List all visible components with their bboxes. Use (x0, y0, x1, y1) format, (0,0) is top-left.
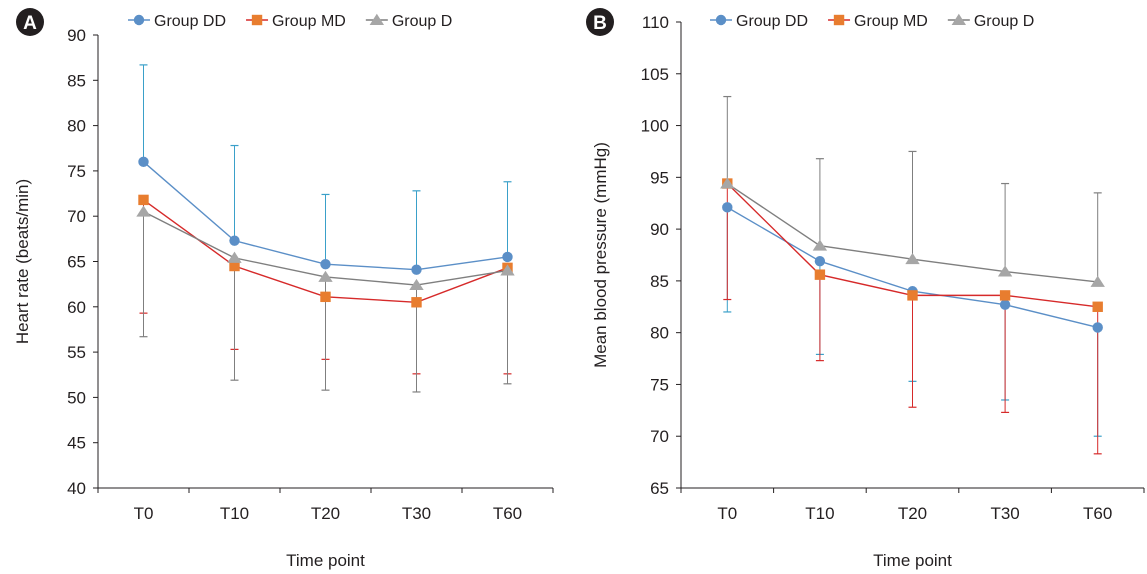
error-bars-group-dd (139, 64, 512, 270)
legend-label-group-md: Group MD (272, 13, 346, 30)
x-tick-label: T10 (805, 504, 834, 523)
data-point-group-d (905, 252, 920, 265)
legend-marker-group-md (251, 14, 263, 26)
data-point-group-d (227, 251, 242, 263)
data-point-group-d (1090, 275, 1105, 287)
x-tick-label: T60 (493, 504, 522, 523)
y-axis-label: Heart rate (beats/min) (13, 179, 32, 344)
data-point-group-dd (138, 156, 149, 168)
x-tick-label: T0 (717, 504, 737, 523)
data-point-group-d (997, 265, 1013, 277)
data-point-group-md (907, 290, 918, 301)
legend-label-group-dd: Group DD (154, 13, 226, 30)
legend-marker-group-dd (133, 14, 145, 26)
error-bars-group-d (723, 95, 1102, 282)
y-tick-label: 80 (67, 117, 86, 136)
data-point-group-md (999, 290, 1011, 301)
x-axis-label: Time point (873, 551, 952, 570)
legend: Group DD Group MD Group D (710, 13, 1034, 30)
x-tick-label: T30 (990, 504, 1019, 523)
x-tick-label: T60 (1083, 504, 1112, 523)
data-point-group-md (814, 269, 826, 280)
series-group-dd (138, 156, 513, 275)
legend-marker-group-dd (715, 14, 727, 26)
legend-marker-group-d (369, 13, 385, 25)
legend-label-group-d: Group D (974, 13, 1034, 30)
legend-label-group-d: Group D (392, 13, 452, 30)
heart-rate-chart-svg: A 40 45 50 55 60 65 70 75 80 85 90 T0 T10 T20 T30 T60 Tim… (13, 8, 554, 570)
data-point-group-dd (502, 251, 513, 263)
y-tick-label: 60 (67, 298, 86, 317)
y-tick-label: 85 (67, 71, 86, 90)
series-group-d (720, 177, 1105, 287)
data-point-group-dd (1092, 322, 1103, 333)
y-tick-label: 100 (641, 117, 669, 136)
y-tick-label: 55 (67, 343, 86, 362)
y-tick-label: 65 (67, 253, 86, 272)
data-point-group-d (812, 239, 828, 251)
legend: Group DD Group MD Group D (128, 13, 452, 30)
data-point-group-d (136, 205, 151, 217)
data-point-group-dd (722, 202, 733, 213)
y-tick-label: 50 (67, 388, 86, 407)
x-axis-label: Time point (286, 551, 365, 570)
legend-label-group-md: Group MD (854, 13, 928, 30)
y-tick-label: 90 (650, 220, 669, 239)
y-tick-label: 40 (67, 479, 86, 498)
y-tick-label: 95 (650, 168, 669, 187)
x-tick-label: T10 (220, 504, 249, 523)
x-tick-label: T30 (402, 504, 431, 523)
data-point-group-dd (320, 259, 331, 270)
data-point-group-md (138, 194, 149, 206)
x-tick-label: T0 (134, 504, 154, 523)
legend-marker-group-md (833, 14, 845, 26)
data-point-group-dd (999, 299, 1011, 310)
y-tick-label: 90 (67, 26, 86, 45)
legend-label-group-dd: Group DD (736, 13, 808, 30)
panel-b-blood-pressure-chart: B 65 70 75 80 85 90 95 100 105 110 T0 T10 T20 T30 T60 Ti… (574, 0, 1147, 574)
panel-label: A (23, 13, 37, 34)
data-point-group-md (411, 297, 422, 308)
series-group-d (136, 205, 515, 291)
y-tick-label: 85 (650, 272, 669, 291)
panel-badge (586, 8, 614, 36)
panel-badge (16, 8, 44, 36)
blood-pressure-chart-svg: B 65 70 75 80 85 90 95 100 105 110 T0 T10 T20 T30 T60 Ti… (586, 8, 1145, 570)
data-point-group-d (409, 278, 424, 291)
y-tick-label: 80 (650, 324, 669, 343)
y-tick-label: 45 (67, 434, 86, 453)
legend-marker-group-d (951, 13, 967, 25)
panel-label: B (593, 13, 607, 34)
data-point-group-md (229, 260, 240, 272)
data-point-group-md (320, 291, 331, 303)
y-tick-label: 75 (650, 375, 669, 394)
y-tick-label: 105 (641, 65, 669, 84)
y-tick-label: 65 (650, 479, 669, 498)
y-tick-label: 75 (67, 162, 86, 181)
data-point-group-d (318, 270, 333, 282)
data-point-group-md (1092, 301, 1103, 312)
x-tick-label: T20 (311, 504, 340, 523)
error-bars-group-md (723, 183, 1102, 455)
y-tick-label: 110 (642, 13, 669, 32)
data-point-group-dd (814, 256, 826, 267)
x-tick-label: T20 (898, 504, 927, 523)
y-tick-label: 70 (67, 207, 86, 226)
data-point-group-dd (411, 264, 422, 275)
panel-a-heart-rate-chart: A 40 45 50 55 60 65 70 75 80 85 90 T0 T10 T20 T30 T60 Tim… (13, 8, 554, 570)
y-tick-label: 70 (650, 427, 669, 446)
data-point-group-d (720, 177, 735, 189)
data-point-group-d (500, 264, 515, 276)
y-axis-label: Mean blood pressure (mmHg) (591, 142, 610, 368)
data-point-group-dd (229, 235, 240, 246)
